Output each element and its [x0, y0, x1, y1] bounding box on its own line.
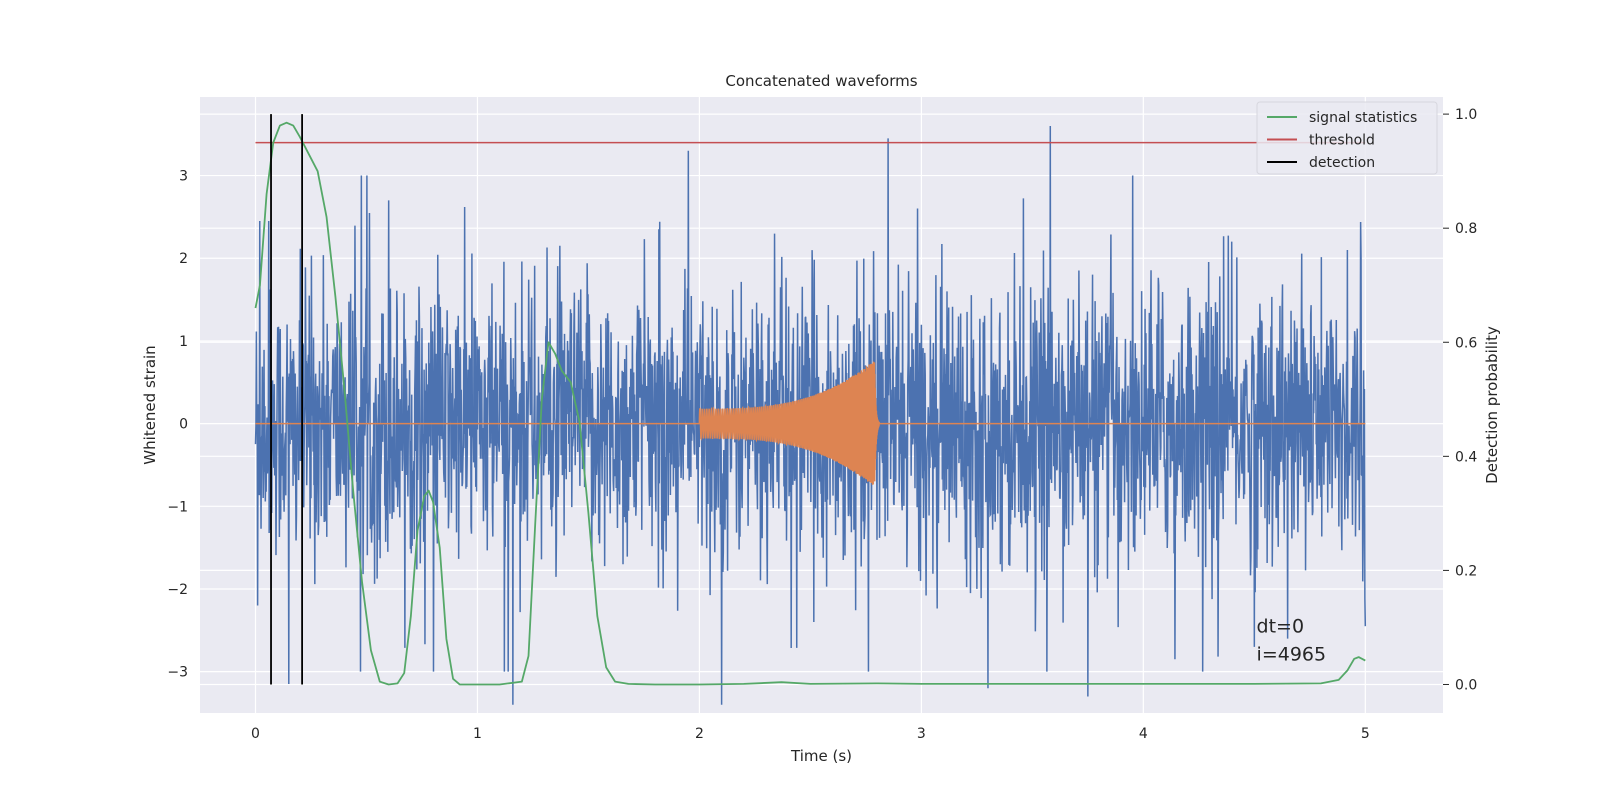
y-tick-label: −3: [167, 665, 188, 681]
legend-entry-threshold: threshold: [1309, 133, 1375, 149]
annotation-index: i=4965: [1257, 644, 1327, 666]
y-tick-label: −2: [167, 582, 188, 598]
y-tick-label: −1: [167, 499, 188, 515]
legend: signal statistics threshold detection: [1256, 101, 1438, 175]
y-tick-label: 3: [179, 169, 188, 185]
y-tick-label: 2: [179, 251, 188, 267]
x-tick-label: 4: [1139, 726, 1148, 742]
x-tick-label: 1: [473, 726, 482, 742]
y2-tick-label: 0.8: [1455, 221, 1477, 237]
x-axis-label: Time (s): [790, 747, 852, 765]
y-tick-label: 0: [179, 417, 188, 433]
x-tick-label: 0: [251, 726, 260, 742]
annotation: dt=0 i=4965: [1257, 616, 1327, 666]
annotation-dt: dt=0: [1257, 616, 1305, 638]
series-layer: [254, 114, 1367, 705]
chart-title: Concatenated waveforms: [725, 72, 917, 90]
injection-series-line: [255, 361, 1366, 485]
y-tick-label: 1: [179, 334, 188, 350]
legend-box: [1256, 101, 1438, 175]
y2-tick-label: 1.0: [1455, 107, 1477, 123]
y2-axis-label: Detection probability: [1483, 326, 1501, 484]
y2-tick-label: 0.6: [1455, 335, 1477, 351]
x-tick-label: 3: [917, 726, 926, 742]
y-axis-label: Whitened strain: [141, 345, 159, 464]
axes-layer: 0 1 2 3 4 5 −3 −2 −1 0 1 2 3 0.0 0.2 0.4 0.6 0.8 1.0: [167, 107, 1477, 742]
legend-entry-detection: detection: [1309, 155, 1375, 171]
y2-tick-label: 0.0: [1455, 677, 1477, 693]
y2-tick-label: 0.4: [1455, 449, 1477, 465]
y2-tick-label: 0.2: [1455, 563, 1477, 579]
x-tick-label: 2: [695, 726, 704, 742]
signal-statistics-line: [254, 121, 1366, 686]
x-tick-label: 5: [1361, 726, 1370, 742]
legend-entry-signal-statistics: signal statistics: [1309, 110, 1417, 126]
